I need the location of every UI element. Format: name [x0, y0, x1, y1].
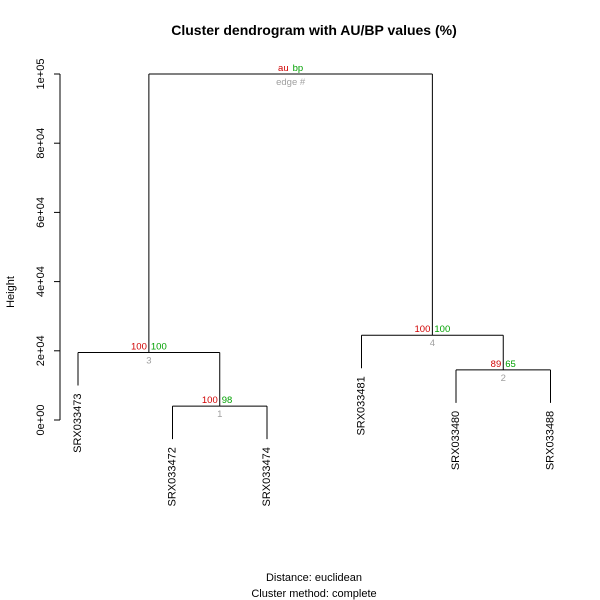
y-tick-label: 2e+04	[35, 335, 47, 366]
footer-distance: Distance: euclidean	[266, 572, 362, 584]
au-value: 100	[131, 342, 147, 353]
leaf-label: SRX033488	[545, 411, 557, 470]
chart-title: Cluster dendrogram with AU/BP values (%)	[171, 22, 457, 38]
leaf-label: SRX033481	[356, 376, 368, 435]
y-tick-label: 1e+05	[35, 59, 47, 90]
y-tick-label: 6e+04	[35, 197, 47, 228]
dendrogram-tree	[77, 73, 551, 440]
footer-method: Cluster method: complete	[251, 588, 376, 600]
au-value: 89	[491, 359, 502, 370]
au-value: 100	[415, 324, 431, 335]
leaf-label: SRX033480	[450, 411, 462, 470]
edge-number: 3	[146, 356, 151, 367]
bp-value: 65	[505, 359, 516, 370]
y-axis-label: Height	[5, 276, 17, 308]
edge-number: edge #	[276, 77, 306, 88]
y-tick-label: 4e+04	[35, 266, 47, 297]
leaf-label: SRX033473	[72, 394, 84, 453]
edge-number: 4	[430, 338, 435, 349]
edge-number: 2	[501, 373, 506, 384]
leaf-label: SRX033472	[167, 447, 179, 506]
bp-value: bp	[293, 63, 304, 74]
edge-number: 1	[217, 409, 222, 420]
bp-value: 100	[151, 342, 167, 353]
bp-value: 100	[434, 324, 450, 335]
leaf-label: SRX033474	[261, 447, 273, 506]
y-tick-label: 0e+00	[35, 405, 47, 436]
y-tick-label: 8e+04	[35, 128, 47, 159]
y-axis: 0e+00 2e+04 4e+04 6e+04 8e+04 1e+05	[35, 59, 61, 436]
au-value: 100	[202, 395, 218, 406]
bp-value: 98	[222, 395, 233, 406]
leaf-labels: SRX033473 SRX033472 SRX033474 SRX033481 SRX0…	[72, 376, 557, 506]
au-value: au	[278, 63, 289, 74]
